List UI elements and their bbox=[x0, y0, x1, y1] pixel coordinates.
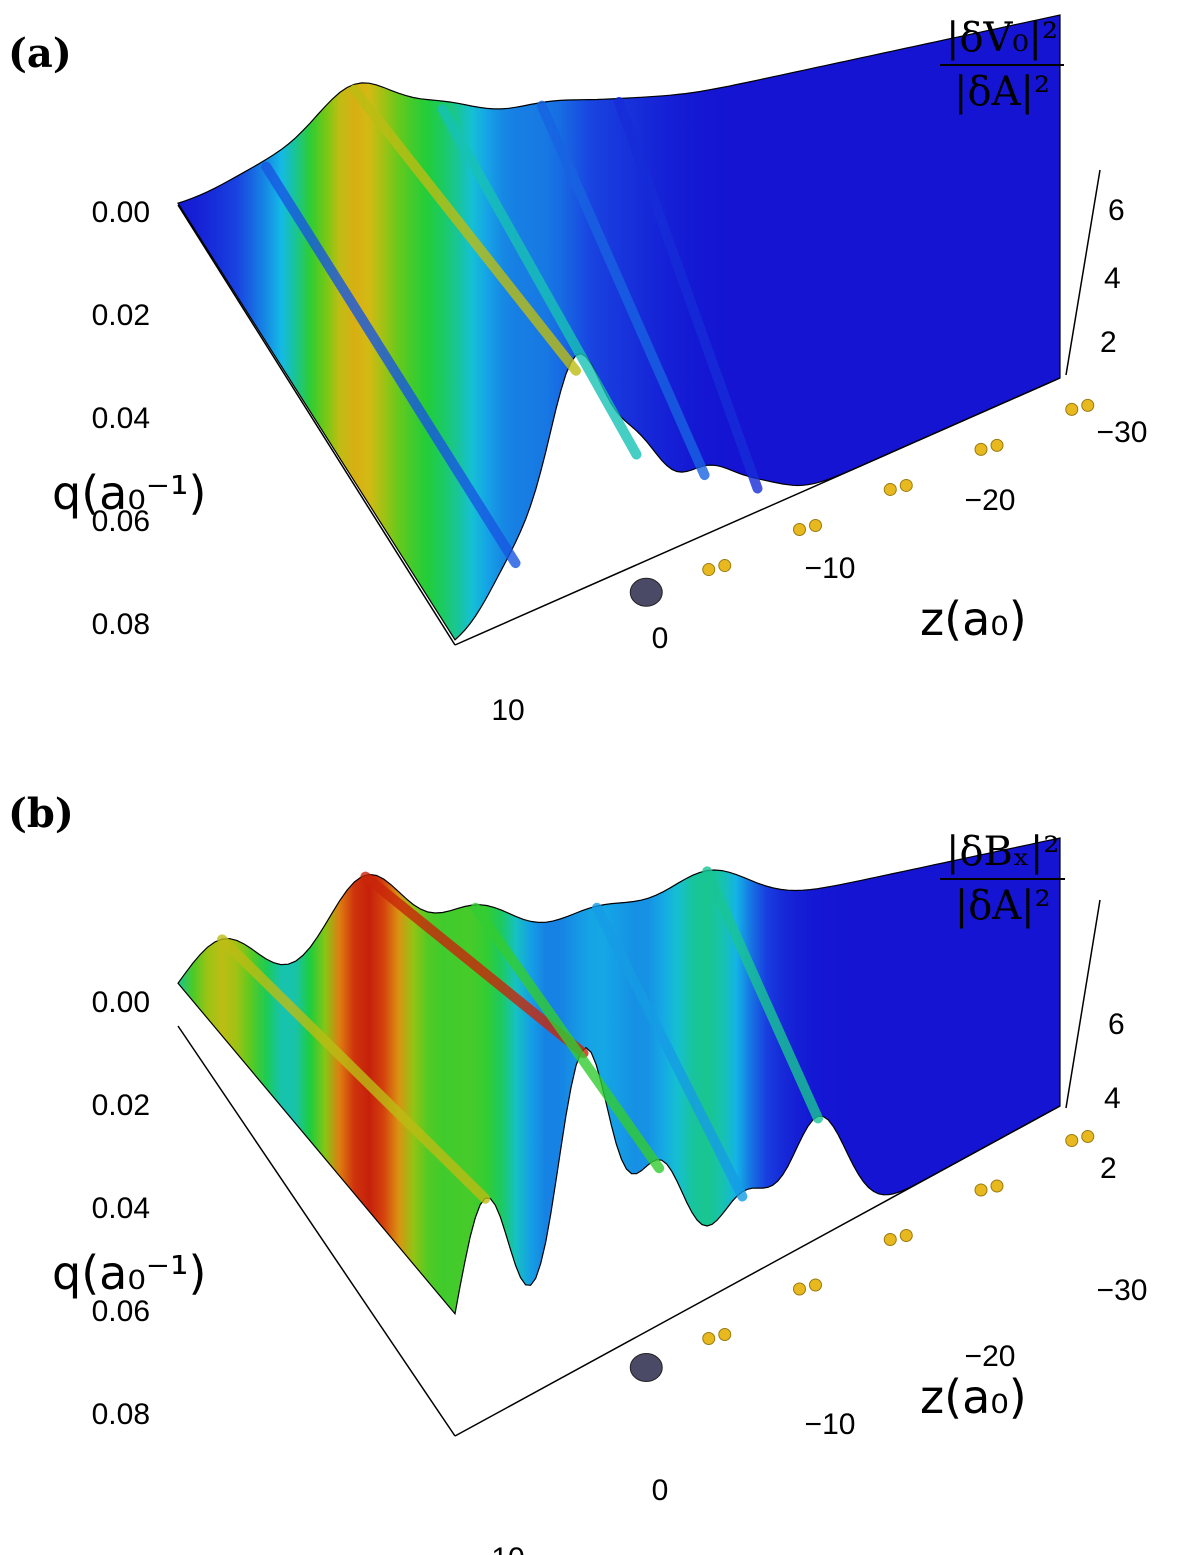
value-axis-line bbox=[1065, 899, 1101, 1109]
ridge-0 bbox=[217, 934, 491, 1204]
chain-atom-marker bbox=[990, 1179, 1004, 1193]
ridge-4 bbox=[702, 866, 823, 1124]
panel-label: (a) bbox=[8, 30, 72, 77]
chain-atom-marker bbox=[1081, 398, 1095, 412]
q-tick-label: 0.02 bbox=[92, 299, 150, 332]
z-label-denominator: |δA|² bbox=[954, 69, 1050, 115]
central-atom-marker bbox=[629, 577, 663, 607]
value-axis-line bbox=[1065, 169, 1101, 376]
q-axis-line bbox=[177, 204, 456, 646]
z-position-tick-label: 10 bbox=[491, 694, 524, 727]
q-tick-label: 0.06 bbox=[92, 1295, 150, 1328]
chain-atom-marker bbox=[718, 559, 732, 573]
q-axis-title: q(a₀⁻¹) bbox=[52, 1246, 207, 1300]
chain-atom-marker bbox=[1081, 1130, 1095, 1143]
q-axis-line bbox=[177, 1025, 456, 1437]
z-position-tick-label: 10 bbox=[491, 1542, 524, 1555]
value-tick-label: 2 bbox=[1100, 1152, 1117, 1185]
chain-atom-marker bbox=[809, 1278, 822, 1292]
value-tick-label: 6 bbox=[1108, 194, 1125, 227]
z-position-tick-label: 0 bbox=[652, 1474, 669, 1507]
z-position-tick-label: −20 bbox=[965, 1340, 1016, 1373]
value-tick-label: 4 bbox=[1104, 1082, 1121, 1115]
chain-atom-marker bbox=[990, 438, 1004, 452]
ridge-3 bbox=[591, 902, 748, 1202]
ridge-3 bbox=[536, 100, 710, 481]
z-position-axis-title: z(a₀) bbox=[920, 592, 1027, 646]
q-tick-label: 0.02 bbox=[92, 1089, 150, 1122]
chain-atom-marker bbox=[883, 482, 897, 496]
z-position-axis-line bbox=[454, 377, 1061, 646]
chain-atom-marker bbox=[809, 519, 822, 532]
chain-atom-marker bbox=[702, 563, 716, 577]
q-tick-label: 0.06 bbox=[92, 505, 150, 538]
chain-atom-marker bbox=[793, 523, 806, 536]
chain-atom-marker bbox=[899, 1229, 913, 1242]
ridge-1 bbox=[360, 871, 589, 1059]
z-position-axis-line bbox=[454, 1105, 1061, 1437]
z-position-tick-label: −20 bbox=[965, 484, 1016, 517]
z-axis-label: |δV₀|² |δA|² bbox=[940, 18, 1064, 112]
ridge-1 bbox=[349, 84, 581, 376]
z-label-denominator: |δA|² bbox=[954, 883, 1051, 929]
chain-atom-marker bbox=[718, 1328, 732, 1341]
q-tick-label: 0.00 bbox=[92, 986, 150, 1019]
chain-atom-marker bbox=[702, 1332, 716, 1345]
q-tick-label: 0.08 bbox=[92, 1398, 150, 1431]
z-position-axis-title: z(a₀) bbox=[920, 1370, 1027, 1424]
z-position-tick-label: −10 bbox=[805, 552, 856, 585]
panel-label: (b) bbox=[8, 790, 74, 837]
q-axis-title: q(a₀⁻¹) bbox=[52, 466, 207, 520]
z-position-tick-label: −10 bbox=[805, 1408, 856, 1441]
z-label-numerator: |δV₀|² bbox=[940, 18, 1064, 66]
chain-atom-marker bbox=[1065, 402, 1079, 416]
chain-atom-marker bbox=[974, 442, 988, 456]
z-position-tick-label: −30 bbox=[1097, 1274, 1148, 1307]
chain-atom-marker bbox=[793, 1282, 806, 1296]
z-position-tick-label: −30 bbox=[1097, 416, 1148, 449]
q-tick-label: 0.00 bbox=[92, 196, 150, 229]
q-tick-label: 0.08 bbox=[92, 608, 150, 641]
z-position-tick-label: 0 bbox=[652, 622, 669, 655]
ridge-4 bbox=[614, 96, 763, 494]
value-tick-label: 6 bbox=[1108, 1008, 1125, 1041]
ridge-0 bbox=[261, 161, 521, 569]
chain-atom-marker bbox=[883, 1233, 897, 1246]
z-label-numerator: |δBₓ|² bbox=[940, 832, 1066, 880]
value-tick-label: 2 bbox=[1100, 326, 1117, 359]
q-tick-label: 0.04 bbox=[92, 402, 150, 435]
z-axis-label: |δBₓ|² |δA|² bbox=[940, 832, 1066, 929]
ridge-2 bbox=[470, 902, 665, 1174]
surface bbox=[177, 837, 1061, 1316]
value-tick-label: 4 bbox=[1104, 262, 1121, 295]
central-atom-marker bbox=[629, 1353, 663, 1382]
surface-plot-b: 0.00 0.02 0.04 0.06 0.08 10 0 −10 −20 −30 6 4 2 bbox=[92, 837, 1148, 1555]
surface-plot-a: 0.00 0.02 0.04 0.06 0.08 10 0 −10 −20 −30 6 4 2 bbox=[92, 14, 1148, 727]
chain-atom-marker bbox=[1065, 1134, 1079, 1147]
chain-atom-marker bbox=[974, 1183, 988, 1197]
panel-a: 0.00 0.02 0.04 0.06 0.08 10 0 −10 −20 −30 6 4 2 (a) … bbox=[0, 0, 1203, 777]
q-tick-label: 0.04 bbox=[92, 1192, 150, 1225]
ridge-2 bbox=[437, 104, 642, 460]
chain-atom-marker bbox=[899, 478, 913, 492]
